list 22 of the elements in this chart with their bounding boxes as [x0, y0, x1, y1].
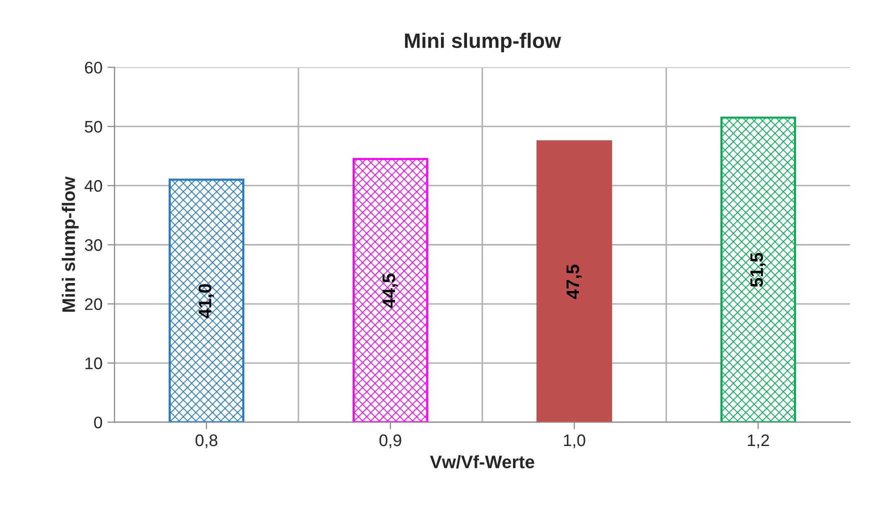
y-tick-label: 20	[85, 298, 102, 310]
y-tick-label: 40	[84, 180, 102, 192]
y-tick-label: 50	[84, 120, 102, 133]
bar	[720, 116, 796, 422]
data-label: 41,0	[198, 284, 214, 318]
y-tick-label: 0	[94, 416, 102, 428]
x-axis-title: Vw/Vf-Werte	[430, 455, 534, 469]
x-tick-label: 0,9	[379, 434, 402, 448]
y-tick-label: 60	[85, 62, 102, 74]
bar	[168, 178, 244, 422]
bar	[536, 140, 612, 422]
y-tick-label: 10	[85, 357, 102, 370]
data-label: 44,5	[382, 274, 398, 308]
data-label: 51,5	[750, 252, 766, 287]
data-label: 47,5	[566, 264, 582, 300]
chart-title: Mini slump-flow	[405, 32, 562, 52]
y-axis-title: Mini slump-flow	[62, 176, 79, 312]
x-tick-label: 1,0	[564, 434, 586, 448]
bar	[352, 158, 428, 422]
y-tick-label: 30	[84, 239, 102, 251]
x-tick-label: 1,2	[748, 434, 769, 448]
x-tick-label: 0,8	[196, 434, 218, 448]
